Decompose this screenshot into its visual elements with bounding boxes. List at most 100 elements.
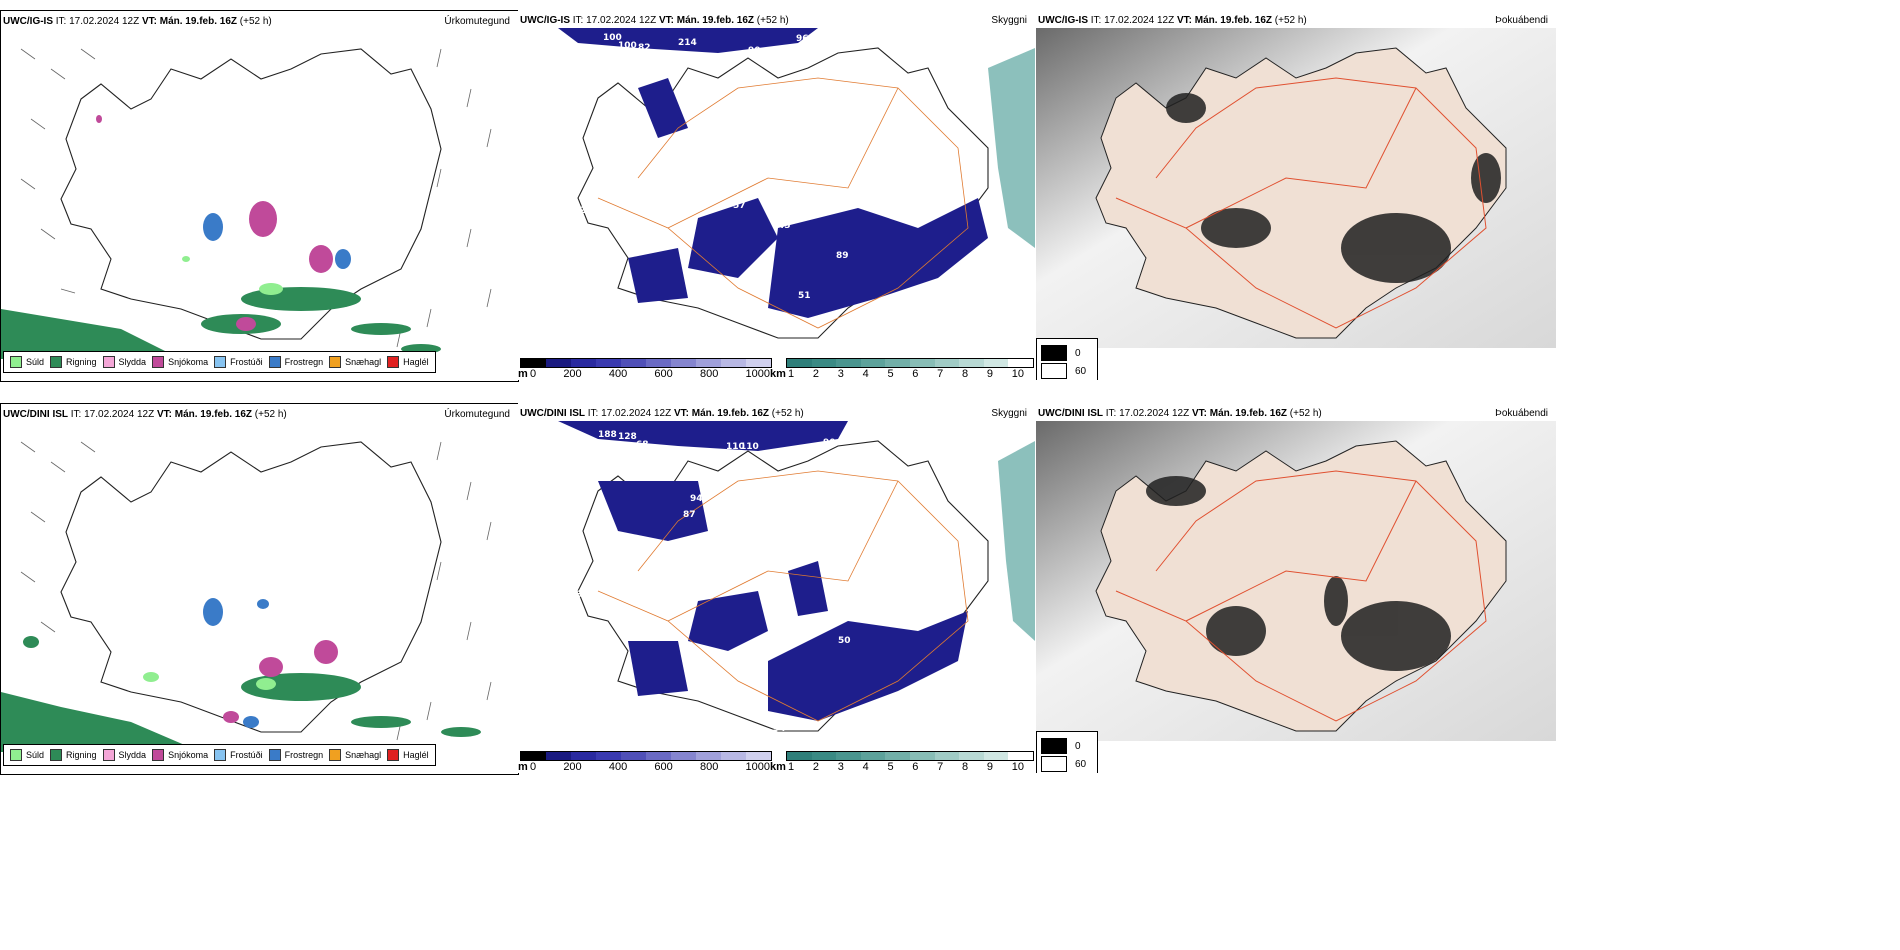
scale-unit-m: m: [518, 368, 528, 380]
fog-map: [1036, 28, 1556, 348]
init-time: IT: 17.02.2024 12Z: [70, 409, 155, 420]
cloud-base-labels: 188 128 68 110 110 90 94 87 37 47 50 46 …: [576, 430, 851, 734]
svg-text:100: 100: [603, 33, 622, 43]
roads: [597, 77, 969, 329]
legend-item: Snæhagl: [329, 356, 381, 368]
svg-text:90: 90: [748, 46, 761, 56]
drizzle-areas: [143, 672, 276, 690]
model-name: UWC/DINI ISL: [3, 409, 68, 420]
drizzle-areas: [182, 256, 283, 295]
iceland-outline: [60, 441, 442, 733]
fog-panel-top: UWC/IG-IS IT: 17.02.2024 12Z VT: Mán. 19…: [1036, 10, 1556, 380]
valid-label: VT:: [673, 408, 689, 419]
scale-ticks-km: 1 2 3 4 5 6 7 8 9 10: [788, 761, 1024, 773]
legend-item: Frostregn: [268, 749, 323, 761]
valid-time: Mán. 19.feb. 16Z: [159, 16, 237, 27]
init-time: IT: 17.02.2024 12Z: [1105, 408, 1190, 419]
vis-teal-area: [998, 441, 1035, 641]
vis-teal-area: [988, 48, 1035, 248]
panel-header: UWC/DINI ISL IT: 17.02.2024 12Z VT: Mán.…: [1038, 406, 1552, 422]
fog-legend: 0 60: [1036, 338, 1098, 380]
wind-barbs: [20, 441, 492, 741]
valid-time: Mán. 19.feb. 16Z: [676, 15, 754, 26]
legend-item: Frostúði: [214, 356, 263, 368]
svg-text:89: 89: [836, 251, 849, 261]
init-time: IT: 17.02.2024 12Z: [55, 16, 140, 27]
svg-text:128: 128: [618, 432, 637, 442]
valid-time: Mán. 19.feb. 16Z: [1194, 15, 1272, 26]
snow-areas: [96, 115, 333, 331]
legend-item: Snjókoma: [152, 749, 208, 761]
panel-header: UWC/DINI ISL IT: 17.02.2024 12Z VT: Mán.…: [520, 406, 1031, 422]
visibility-panel-top: UWC/IG-IS IT: 17.02.2024 12Z VT: Mán. 19…: [518, 10, 1035, 380]
svg-text:110: 110: [740, 442, 759, 452]
init-time: IT: 17.02.2024 12Z: [572, 15, 657, 26]
roads: [1115, 77, 1487, 329]
visibility-scale-km: km 1 2 3 4 5 6 7 8 9 10: [770, 358, 1035, 380]
precip-panel-bottom: UWC/DINI ISL IT: 17.02.2024 12Z VT: Mán.…: [0, 403, 519, 775]
lead-time: (+52 h): [1289, 408, 1322, 419]
cloud-base-labels: 100 100 82 214 90 96 32 57 45 89 51 46 5…: [573, 33, 849, 348]
visibility-scale-m: m 0 200 400 600 800 1000: [518, 358, 778, 380]
visibility-map: 100 100 82 214 90 96 32 57 45 89 51 46 5…: [518, 28, 1035, 348]
scale-unit-km: km: [770, 761, 786, 773]
fog-legend-item: 60: [1041, 756, 1086, 772]
legend-item: Frostregn: [268, 356, 323, 368]
svg-text:188: 188: [598, 430, 617, 440]
svg-text:47: 47: [773, 596, 786, 606]
scale-bar-m: [520, 751, 772, 761]
scale-bar-m: [520, 358, 772, 368]
roads: [1115, 470, 1487, 722]
svg-text:110: 110: [726, 442, 745, 452]
lead-time: (+52 h): [756, 15, 789, 26]
panel-type: Úrkomutegund: [444, 409, 510, 420]
scale-ticks-m: 0 200 400 600 800 1000: [530, 761, 770, 773]
fog-dark-areas: [1146, 476, 1451, 671]
svg-text:50: 50: [838, 636, 851, 646]
lead-time: (+52 h): [771, 408, 804, 419]
rain-areas: [1, 636, 481, 752]
svg-text:51: 51: [798, 291, 811, 301]
legend-item: Súld: [10, 749, 44, 761]
valid-label: VT:: [1176, 15, 1192, 26]
scale-unit-km: km: [770, 368, 786, 380]
legend-item: Rigning: [50, 749, 97, 761]
freezing-rain-areas: [203, 213, 351, 269]
legend-item: Haglél: [387, 356, 429, 368]
fog-legend: 0 60: [1036, 731, 1098, 773]
model-name: UWC/IG-IS: [520, 15, 570, 26]
svg-text:82: 82: [638, 43, 651, 53]
visibility-panel-bottom: UWC/DINI ISL IT: 17.02.2024 12Z VT: Mán.…: [518, 403, 1035, 773]
iceland-outline: [60, 48, 442, 340]
svg-text:94: 94: [690, 494, 703, 504]
valid-time: Mán. 19.feb. 16Z: [691, 408, 769, 419]
legend-item: Slydda: [102, 749, 146, 761]
precip-legend: Súld Rigning Slydda Snjókoma Frostúði Fr…: [3, 744, 436, 766]
fog-panel-bottom: UWC/DINI ISL IT: 17.02.2024 12Z VT: Mán.…: [1036, 403, 1556, 773]
svg-text:37: 37: [576, 590, 589, 600]
model-name: UWC/IG-IS: [1038, 15, 1088, 26]
lead-time: (+52 h): [1274, 15, 1307, 26]
snow-areas: [223, 640, 338, 723]
svg-text:32: 32: [573, 206, 586, 216]
svg-text:96: 96: [796, 34, 809, 44]
legend-item: Frostúði: [214, 749, 263, 761]
svg-text:46: 46: [748, 709, 761, 719]
valid-label: VT:: [658, 15, 674, 26]
scale-unit-m: m: [518, 761, 528, 773]
model-name: UWC/DINI ISL: [1038, 408, 1103, 419]
visibility-map: 188 128 68 110 110 90 94 87 37 47 50 46 …: [518, 421, 1035, 741]
panel-header: UWC/IG-IS IT: 17.02.2024 12Z VT: Mán. 19…: [520, 13, 1031, 29]
legend-item: Rigning: [50, 356, 97, 368]
valid-label: VT:: [1191, 408, 1207, 419]
svg-text:68: 68: [636, 440, 649, 450]
scale-bar-km: [786, 751, 1034, 761]
fog-legend-item: 0: [1041, 345, 1081, 361]
visibility-scale-m: m 0 200 400 600 800 1000: [518, 751, 778, 773]
panel-type: Þokuábendi: [1495, 408, 1548, 419]
scale-ticks-m: 0 200 400 600 800 1000: [530, 368, 770, 380]
precip-map: [1, 29, 518, 359]
legend-item: Súld: [10, 356, 44, 368]
vis-low-patches: [598, 481, 968, 721]
init-time: IT: 17.02.2024 12Z: [587, 408, 672, 419]
